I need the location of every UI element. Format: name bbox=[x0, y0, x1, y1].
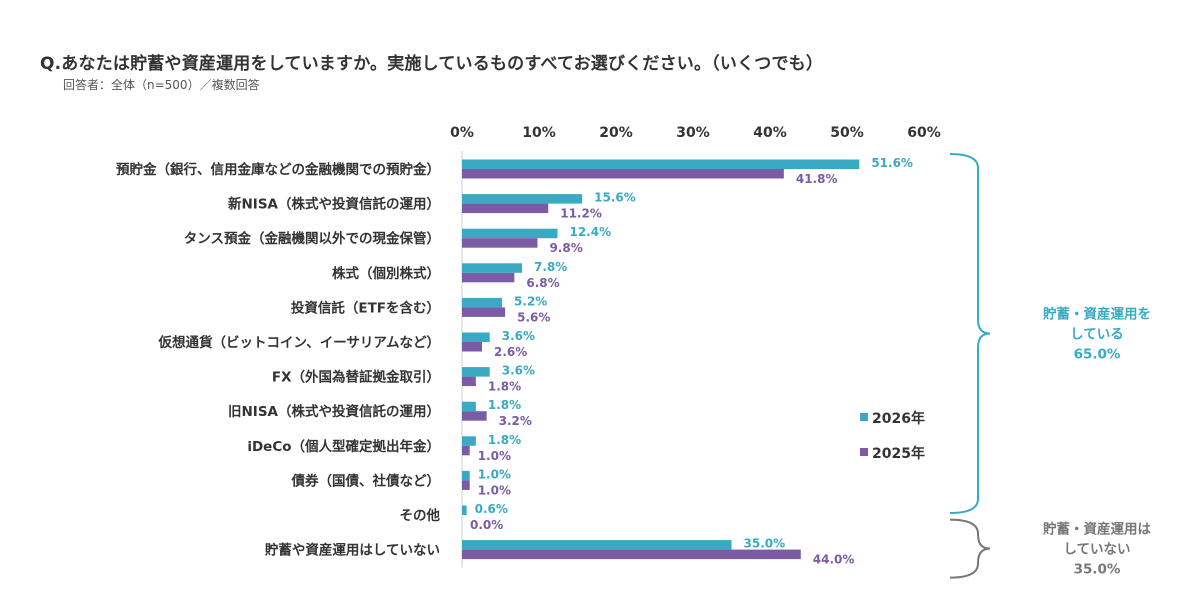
bar-2026 bbox=[462, 263, 523, 273]
brace-label-not-doing: 35.0% bbox=[1074, 562, 1121, 578]
bar-2025 bbox=[462, 272, 515, 283]
data-label-2026: 1.0% bbox=[478, 467, 511, 481]
data-label-2026: 0.6% bbox=[475, 502, 508, 516]
data-label-2026: 7.8% bbox=[534, 260, 567, 274]
data-label-2025: 1.0% bbox=[478, 449, 511, 463]
bar-2026 bbox=[462, 436, 476, 446]
data-label-2026: 1.8% bbox=[488, 433, 521, 447]
x-tick-label: 0% bbox=[450, 125, 474, 141]
bar-2025 bbox=[462, 549, 801, 560]
brace-label-not-doing: 貯蓄・資産運用は bbox=[1043, 521, 1151, 538]
brace-label-doing: 65.0% bbox=[1074, 347, 1121, 363]
bar-2025 bbox=[462, 238, 538, 248]
category-label: 仮想通貨（ビットコイン、イーサリアムなど） bbox=[158, 334, 440, 351]
bar-2026 bbox=[462, 332, 490, 342]
category-labels: 預貯金（銀行、信用金庫などの金融機関での預貯金） 新NISA（株式や投資信託の運用… bbox=[116, 161, 440, 559]
category-label: iDeCo（個人型確定拠出年金） bbox=[247, 438, 440, 455]
bar-2025 bbox=[462, 376, 476, 387]
brace-doing bbox=[949, 153, 991, 514]
data-label-2026: 12.4% bbox=[569, 225, 611, 239]
data-label-2025: 11.2% bbox=[560, 207, 602, 221]
data-label-2026: 15.6% bbox=[594, 191, 636, 205]
data-label-2026: 51.6% bbox=[871, 156, 913, 170]
bar-2025 bbox=[462, 307, 506, 317]
data-label-2025: 6.8% bbox=[526, 276, 559, 290]
bar-2025 bbox=[462, 411, 487, 421]
legend-label: 2025年 bbox=[872, 445, 925, 462]
bar-2026 bbox=[462, 297, 503, 308]
x-tick-label: 60% bbox=[907, 125, 941, 141]
category-label: 新NISA（株式や投資信託の運用） bbox=[228, 196, 440, 213]
data-label-2026: 3.6% bbox=[502, 329, 535, 343]
x-tick-label: 40% bbox=[753, 125, 787, 141]
x-tick-label: 50% bbox=[830, 125, 864, 141]
data-label-2026: 3.6% bbox=[502, 364, 535, 378]
data-label-2025: 1.8% bbox=[488, 380, 521, 394]
bar-2026 bbox=[462, 540, 732, 550]
question-title: Q.あなたは貯蓄や資産運用をしていますか。実施しているものすべてお選びください。… bbox=[40, 54, 824, 74]
data-label-2025: 5.6% bbox=[517, 310, 550, 324]
category-label: タンス預金（金融機関以外での現金保管） bbox=[184, 230, 440, 247]
data-label-2025: 2.6% bbox=[494, 345, 527, 359]
legend: 2026年 2025年 bbox=[860, 410, 925, 462]
data-label-2026: 1.8% bbox=[488, 398, 521, 412]
x-axis-ticks: 0% 10% 20% 30% 40% 50% 60% bbox=[450, 125, 941, 141]
data-label-2025: 1.0% bbox=[478, 483, 511, 497]
x-tick-label: 20% bbox=[599, 125, 633, 141]
category-label: 旧NISA（株式や投資信託の運用） bbox=[228, 403, 440, 420]
bar-2025 bbox=[462, 445, 470, 456]
bar-2025 bbox=[462, 342, 483, 352]
bar-2026 bbox=[462, 505, 467, 515]
category-label: 貯蓄や資産運用はしていない bbox=[265, 542, 440, 559]
brace-label-not-doing: していない bbox=[1063, 542, 1130, 558]
category-label: 預貯金（銀行、信用金庫などの金融機関での預貯金） bbox=[116, 161, 440, 178]
category-label: FX（外国為替証拠金取引） bbox=[272, 369, 440, 386]
bar-2026 bbox=[462, 228, 558, 239]
bar-2026 bbox=[462, 401, 476, 412]
brace-not-doing bbox=[949, 518, 991, 579]
data-label-2026: 5.2% bbox=[514, 294, 547, 308]
data-label-2025: 44.0% bbox=[813, 553, 855, 567]
legend-swatch bbox=[860, 413, 868, 421]
x-tick-label: 10% bbox=[522, 125, 556, 141]
data-label-2025: 3.2% bbox=[499, 414, 532, 428]
bar-2026 bbox=[462, 159, 860, 169]
category-label: 債券（国債、社債など） bbox=[291, 472, 441, 489]
data-label-2025: 41.8% bbox=[796, 172, 838, 186]
bars: 51.6% 41.8% 15.6% 11.2% 12.4% 9.8% 7.8% 6.8% 5.2… bbox=[462, 156, 913, 567]
data-label-2025: 9.8% bbox=[549, 241, 582, 255]
data-label-2026: 35.0% bbox=[744, 537, 786, 551]
bar-2026 bbox=[462, 367, 490, 377]
x-tick-label: 30% bbox=[676, 125, 710, 141]
brace-label-doing: 貯蓄・資産運用を bbox=[1043, 306, 1151, 323]
bar-2025 bbox=[462, 169, 784, 179]
legend-label: 2026年 bbox=[872, 410, 925, 427]
bar-2025 bbox=[462, 203, 549, 214]
bar-2026 bbox=[462, 470, 470, 481]
category-label: 投資信託（ETFを含む） bbox=[291, 299, 440, 316]
category-label: その他 bbox=[400, 507, 441, 524]
bar-2025 bbox=[462, 480, 470, 490]
legend-swatch bbox=[860, 448, 868, 456]
category-label: 株式（個別株式） bbox=[332, 265, 440, 282]
bar-2026 bbox=[462, 194, 583, 204]
respondents-note: 回答者：全体（n=500）／複数回答 bbox=[63, 78, 260, 92]
brace-label-doing: している bbox=[1070, 327, 1124, 343]
data-label-2025: 0.0% bbox=[470, 518, 503, 532]
